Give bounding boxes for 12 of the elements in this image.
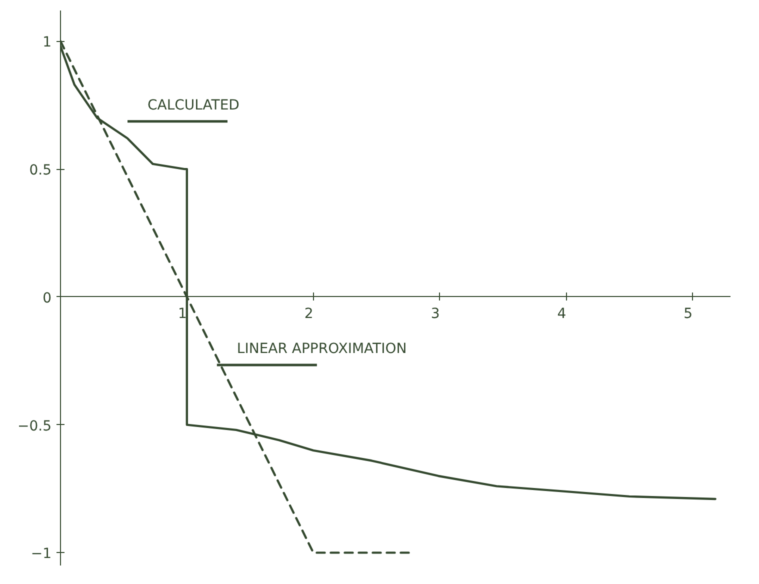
text: CALCULATED (148, 97, 240, 114)
y-tick-label: 0 (42, 290, 52, 306)
y-tick-label: −0.5 (18, 418, 52, 434)
x-tick-label: 5 (684, 306, 693, 322)
x-tick-label: 1 (178, 306, 187, 322)
x-tick-label: 3 (430, 306, 440, 322)
y-tick-label: −1 (30, 546, 52, 562)
x-tick-label: 4 (557, 306, 566, 322)
y-tick-label: 0.5 (29, 162, 52, 179)
x-tick-label: 2 (304, 306, 314, 322)
y-tick-label: 1 (42, 34, 52, 51)
series-label: LINEAR APPROXIMATION (236, 340, 407, 357)
